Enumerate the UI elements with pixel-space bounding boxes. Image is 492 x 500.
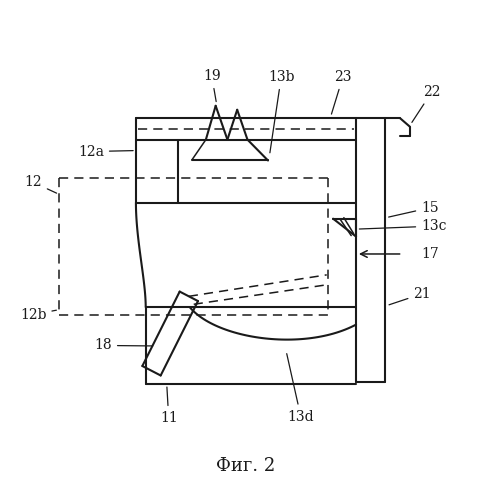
Text: 23: 23 [332, 70, 352, 114]
Text: 12: 12 [25, 176, 57, 193]
Text: 13c: 13c [359, 219, 447, 233]
Text: 17: 17 [421, 247, 439, 261]
Text: 13d: 13d [287, 354, 314, 424]
Text: 13b: 13b [268, 70, 295, 153]
Text: 22: 22 [412, 85, 441, 122]
Text: Фиг. 2: Фиг. 2 [216, 458, 276, 475]
Text: 21: 21 [389, 287, 431, 305]
Text: 12a: 12a [78, 144, 133, 158]
Text: 15: 15 [389, 200, 439, 217]
Text: 11: 11 [160, 387, 178, 425]
Text: 12b: 12b [20, 308, 57, 322]
Text: 19: 19 [203, 69, 220, 102]
Text: 18: 18 [94, 338, 153, 352]
